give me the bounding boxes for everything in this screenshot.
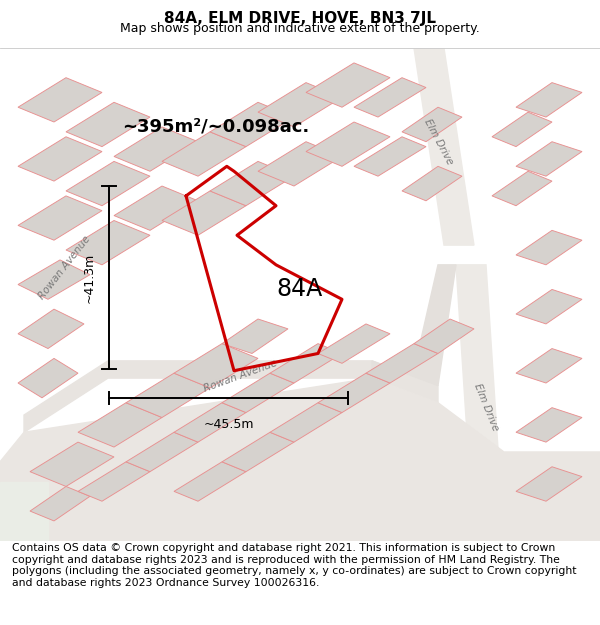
Text: 84A: 84A: [277, 278, 323, 301]
Polygon shape: [18, 358, 78, 398]
Text: ~45.5m: ~45.5m: [203, 419, 254, 431]
Polygon shape: [414, 319, 474, 354]
Polygon shape: [414, 48, 474, 245]
Polygon shape: [0, 378, 600, 541]
Text: Elm Drive: Elm Drive: [422, 117, 454, 166]
Polygon shape: [222, 432, 294, 472]
Polygon shape: [372, 265, 456, 386]
Polygon shape: [270, 344, 342, 383]
Polygon shape: [78, 462, 150, 501]
Polygon shape: [30, 442, 114, 486]
Polygon shape: [258, 82, 342, 127]
Text: ~395m²/~0.098ac.: ~395m²/~0.098ac.: [122, 118, 310, 136]
Polygon shape: [222, 373, 294, 413]
Polygon shape: [354, 78, 426, 117]
Polygon shape: [126, 432, 198, 472]
Polygon shape: [318, 324, 390, 363]
Polygon shape: [162, 191, 246, 235]
Text: Map shows position and indicative extent of the property.: Map shows position and indicative extent…: [120, 22, 480, 34]
Polygon shape: [66, 221, 150, 265]
Polygon shape: [492, 112, 552, 147]
Polygon shape: [114, 186, 198, 231]
Polygon shape: [66, 161, 150, 206]
Polygon shape: [24, 361, 438, 432]
Polygon shape: [174, 344, 258, 388]
Polygon shape: [18, 309, 84, 349]
Text: 84A, ELM DRIVE, HOVE, BN3 7JL: 84A, ELM DRIVE, HOVE, BN3 7JL: [164, 11, 436, 26]
Polygon shape: [162, 132, 246, 176]
Polygon shape: [516, 467, 582, 501]
Polygon shape: [114, 127, 198, 171]
Polygon shape: [258, 142, 342, 186]
Polygon shape: [78, 402, 162, 447]
Polygon shape: [222, 319, 288, 354]
Polygon shape: [174, 402, 246, 442]
Polygon shape: [210, 161, 294, 206]
Polygon shape: [402, 107, 462, 142]
Text: Contains OS data © Crown copyright and database right 2021. This information is : Contains OS data © Crown copyright and d…: [12, 543, 577, 588]
Polygon shape: [366, 344, 438, 383]
Text: Elm Drive: Elm Drive: [472, 382, 500, 433]
Polygon shape: [318, 373, 390, 413]
Polygon shape: [516, 408, 582, 442]
Polygon shape: [516, 82, 582, 117]
Polygon shape: [18, 196, 102, 240]
Polygon shape: [516, 231, 582, 265]
Polygon shape: [18, 78, 102, 122]
Polygon shape: [306, 122, 390, 166]
Polygon shape: [516, 289, 582, 324]
Polygon shape: [18, 260, 90, 299]
Text: Rowan Avenue: Rowan Avenue: [202, 357, 278, 394]
Text: ~41.3m: ~41.3m: [83, 253, 96, 302]
Text: Rowan Avenue: Rowan Avenue: [37, 234, 92, 301]
Polygon shape: [18, 137, 102, 181]
Polygon shape: [174, 462, 246, 501]
Polygon shape: [66, 102, 150, 147]
Polygon shape: [270, 402, 342, 442]
Polygon shape: [30, 486, 90, 521]
Polygon shape: [0, 481, 48, 541]
Polygon shape: [456, 265, 504, 541]
Polygon shape: [210, 102, 294, 147]
Polygon shape: [306, 63, 390, 108]
Polygon shape: [492, 171, 552, 206]
Polygon shape: [126, 373, 210, 418]
Polygon shape: [354, 137, 426, 176]
Polygon shape: [402, 166, 462, 201]
Polygon shape: [516, 349, 582, 383]
Polygon shape: [516, 142, 582, 176]
